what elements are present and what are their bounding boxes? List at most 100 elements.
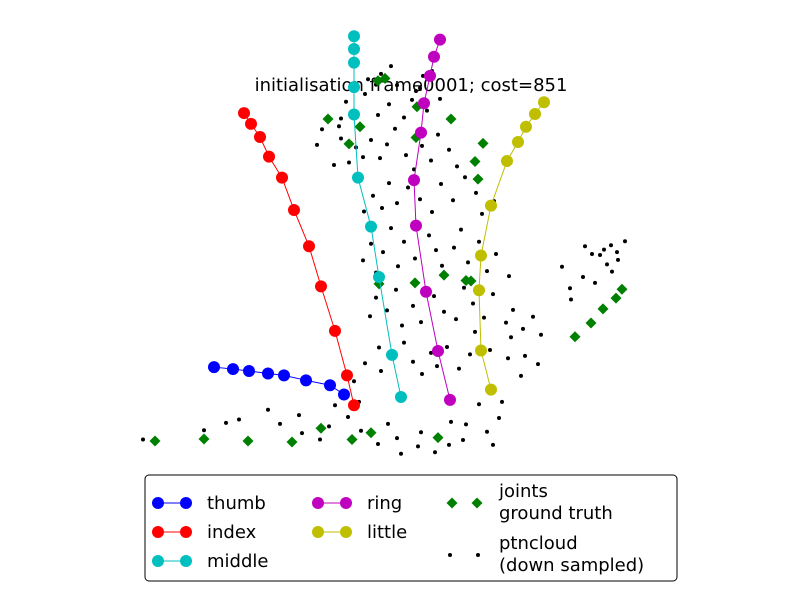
ptncloud-point-93 [616, 257, 620, 262]
ptncloud-point-151 [320, 127, 324, 132]
ring-joint-3 [410, 219, 422, 232]
chart-title: initialisation frame0001; cost=851 [255, 75, 568, 96]
ptncloud-point-33 [379, 369, 383, 374]
ptncloud-point-17 [399, 451, 403, 456]
ptncloud-point-43 [473, 329, 477, 334]
index-joint-1 [341, 369, 353, 382]
ptncloud-point-15 [386, 421, 390, 426]
index-joint-10 [238, 107, 250, 120]
ptncloud-point-58 [442, 309, 446, 314]
ptncloud-point-4 [266, 407, 270, 412]
ptncloud-point-119 [436, 132, 440, 137]
legend-label-index-line-0: index [207, 522, 257, 543]
middle-joint-5 [348, 108, 360, 121]
ptncloud-point-103 [451, 198, 455, 203]
ptncloud-point-147 [623, 239, 627, 244]
thumb-joint-1 [227, 363, 239, 376]
ptncloud-point-129 [402, 115, 406, 120]
ptncloud-point-100 [418, 197, 422, 202]
ring-joint-8 [428, 50, 440, 63]
ground-truth-joint-6 [365, 427, 377, 439]
index-joint-4 [303, 240, 315, 253]
ptncloud-point-48 [523, 353, 527, 358]
ptncloud-point-63 [491, 292, 495, 297]
ground-truth-joint-26 [616, 283, 628, 295]
ptncloud-point-141 [560, 264, 564, 269]
index-joint-2 [329, 324, 341, 337]
legend-ground-truth-marker-a [446, 497, 458, 509]
ptncloud-point-6 [297, 413, 301, 418]
ptncloud-point-130 [410, 97, 414, 102]
ptncloud-point-56 [419, 320, 423, 325]
ptncloud-point-8 [318, 437, 322, 442]
thumb-joint-2 [243, 365, 255, 378]
ptncloud-point-136 [421, 73, 425, 78]
ptncloud-point-120 [447, 147, 451, 152]
ptncloud-point-148 [569, 297, 573, 302]
ptncloud-point-16 [395, 436, 399, 441]
ground-truth-joint-2 [242, 435, 254, 447]
ptncloud-point-36 [411, 359, 415, 364]
ground-truth-joint-24 [597, 303, 609, 315]
ring-joint-5 [415, 126, 427, 139]
legend-middle-marker-b [180, 555, 192, 567]
plot-area [141, 30, 628, 456]
ptncloud-point-50 [368, 314, 372, 319]
ptncloud-point-21 [447, 442, 451, 447]
ring-joint-1 [432, 344, 444, 357]
legend-little-marker-b [340, 526, 352, 538]
ptncloud-point-134 [379, 71, 383, 76]
legend-thumb-marker-b [180, 497, 192, 509]
ptncloud-point-32 [377, 345, 381, 350]
ptncloud-point-145 [609, 243, 613, 248]
index-joint-5 [288, 203, 300, 216]
middle-joint-9 [348, 30, 360, 43]
ptncloud-point-75 [402, 239, 406, 244]
ptncloud-point-44 [488, 347, 492, 352]
legend-label-thumb: thumb [207, 493, 266, 514]
little-joint-2 [473, 284, 485, 297]
ptncloud-point-5 [278, 421, 282, 426]
little-joint-7 [520, 120, 532, 133]
legend-middle-marker-a [152, 555, 164, 567]
legend-label-little-line-0: little [367, 522, 407, 543]
ptncloud-point-86 [507, 274, 511, 279]
little-joint-3 [475, 249, 487, 262]
ground-truth-joint-8 [409, 277, 421, 289]
ptncloud-point-40 [445, 345, 449, 350]
ptncloud-point-88 [581, 275, 585, 280]
middle-joint-0 [395, 390, 407, 403]
ptncloud-point-66 [521, 326, 525, 331]
legend-label-ring: ring [367, 493, 402, 514]
ptncloud-point-118 [429, 158, 433, 163]
ptncloud-point-22 [449, 419, 453, 424]
ptncloud-point-19 [419, 430, 423, 435]
middle-joint-1 [386, 348, 398, 361]
ptncloud-point-54 [400, 323, 404, 328]
ptncloud-point-81 [459, 227, 463, 232]
legend-label-index: index [207, 522, 257, 543]
ptncloud-point-114 [393, 126, 397, 131]
ptncloud-point-20 [433, 450, 437, 455]
middle-joint-2 [373, 271, 385, 284]
ptncloud-point-62 [482, 315, 486, 320]
ptncloud-point-127 [387, 102, 391, 107]
middle-joint-6 [348, 81, 360, 94]
little-joint-8 [529, 108, 541, 121]
ptncloud-point-115 [404, 153, 408, 158]
thumb-joint-0 [208, 361, 220, 374]
ptncloud-point-42 [468, 352, 472, 357]
ptncloud-point-13 [359, 428, 363, 433]
legend-label-ring-line-0: ring [367, 493, 402, 514]
ptncloud-point-3 [237, 417, 241, 422]
little-line [478, 101, 545, 390]
ptncloud-point-70 [369, 241, 373, 246]
ptncloud-point-0 [141, 437, 145, 442]
ptncloud-point-78 [434, 248, 438, 253]
ptncloud-point-37 [420, 371, 424, 376]
legend-thumb-marker-a [152, 497, 164, 509]
ptncloud-point-84 [485, 269, 489, 274]
thumb-joint-7 [338, 388, 350, 401]
little-joint-4 [485, 199, 497, 212]
